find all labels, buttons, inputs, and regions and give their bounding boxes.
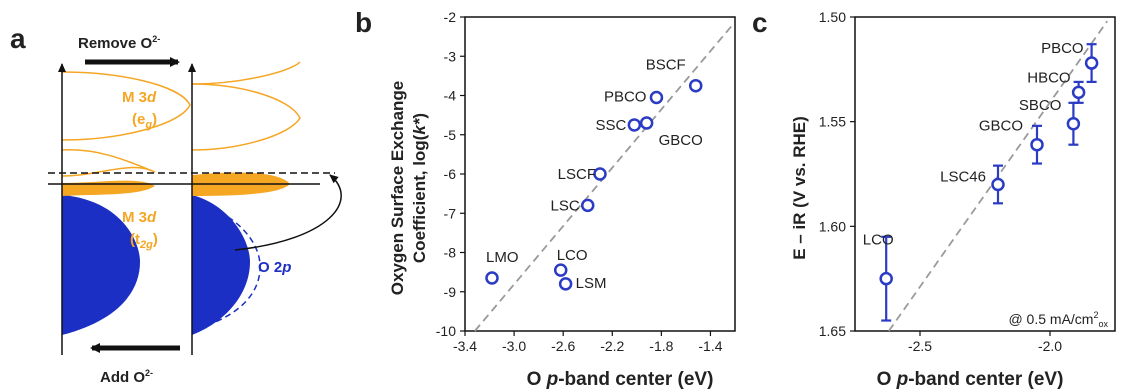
data-point <box>991 177 1005 192</box>
data-point <box>627 118 642 132</box>
point-label: LCO <box>557 247 588 264</box>
y-tick-label: 1.65 <box>819 323 846 339</box>
eg-label-sub: (eg) <box>132 111 157 131</box>
panel-c-xlabel: O p-band center (eV) <box>877 369 1064 390</box>
panel-b-ylabel-line2: Coefficient, log(k*) <box>410 113 429 263</box>
panel-b-ylabel-line1: Oxygen Surface Exchange <box>388 81 407 295</box>
panel-c-letter: c <box>752 7 768 38</box>
o2p-label: O 2p <box>258 259 291 276</box>
data-point <box>1071 85 1086 100</box>
point-label: SSC <box>596 117 627 134</box>
panel-c-annotation: @ 0.5 mA/cm2ox <box>1008 310 1108 329</box>
y-tick-label: -6 <box>444 166 457 182</box>
x-tick-label: -2.2 <box>600 338 624 354</box>
right-eg-tail <box>191 61 301 85</box>
panel-a-letter: a <box>10 23 26 54</box>
data-point <box>649 90 664 105</box>
shift-arrow <box>234 174 342 251</box>
eg-label-top: M 3d <box>122 89 157 106</box>
data-point <box>553 263 568 277</box>
y-tick-label: -8 <box>444 245 457 261</box>
panel-b-letter: b <box>355 7 372 38</box>
y-tick-label: -9 <box>444 284 457 300</box>
x-tick-label: -2.6 <box>551 338 575 354</box>
right-o2p-dashed <box>191 199 261 331</box>
y-tick-label: 1.55 <box>819 114 846 130</box>
point-label: LSC <box>551 197 580 214</box>
x-tick-label: -3.4 <box>453 338 477 354</box>
x-tick-label: -1.8 <box>649 338 673 354</box>
point-label: LMO <box>486 249 519 266</box>
y-tick-label: -4 <box>444 88 457 104</box>
data-point <box>688 78 703 93</box>
data-point <box>593 167 607 181</box>
point-label: LSCF <box>558 166 596 183</box>
point-label: PBCO <box>1041 40 1084 57</box>
panel-c-chart: c E – iR (V vs. RHE) O p-band center (eV… <box>752 7 1116 390</box>
x-tick-label: -3.0 <box>502 338 526 354</box>
point-label: GBCO <box>979 118 1023 135</box>
point-label: PBCO <box>604 88 647 105</box>
left-o2p-band <box>62 195 140 335</box>
y-tick-label: 1.50 <box>819 9 846 25</box>
right-band <box>188 61 301 355</box>
y-tick-label: -10 <box>436 323 456 339</box>
point-label: BSCF <box>646 57 686 74</box>
data-point <box>485 271 499 285</box>
y-tick-label: -3 <box>444 48 457 64</box>
y-tick-label: -7 <box>444 205 457 221</box>
data-point <box>639 116 654 130</box>
add-o-label: Add O2- <box>100 368 153 386</box>
right-o2p-band <box>192 195 250 335</box>
point-label: GBCO <box>659 132 703 149</box>
data-point <box>580 198 595 213</box>
point-label: LSM <box>576 275 607 292</box>
x-tick-label: -1.4 <box>698 338 722 354</box>
panel-b-ylabel: Oxygen Surface Exchange Coefficient, log… <box>388 81 429 295</box>
t2g-label-sub: (t2g) <box>130 231 158 251</box>
remove-o-label: Remove O2- <box>78 34 160 52</box>
point-label: SBCO <box>1019 97 1062 114</box>
panel-b-xlabel: O p-band center (eV) <box>527 369 714 390</box>
y-tick-label: -2 <box>444 9 457 25</box>
data-point <box>1066 117 1081 131</box>
plot-frame <box>854 16 1116 332</box>
t2g-label-top: M 3d <box>122 209 157 226</box>
point-label: LSC46 <box>940 168 986 185</box>
panel-a: a Remove O2- <box>10 23 342 386</box>
data-point <box>558 277 573 291</box>
left-eg-outline <box>61 71 191 141</box>
data-point <box>1084 56 1099 70</box>
point-label: HBCO <box>1027 69 1070 86</box>
panel-c-ylabel: E – iR (V vs. RHE) <box>790 116 809 260</box>
point-label: LCO <box>863 232 894 249</box>
y-tick-label: 1.60 <box>819 218 846 234</box>
right-eg-outline <box>191 83 301 151</box>
x-tick-label: -2.0 <box>1038 338 1062 354</box>
data-point <box>1030 137 1044 152</box>
y-tick-label: -5 <box>444 127 457 143</box>
left-t2g-outline <box>61 149 156 177</box>
panel-b-chart: b Oxygen Surface Exchange Coefficient, l… <box>355 7 736 390</box>
left-t2g-band <box>62 180 155 196</box>
data-point <box>879 271 893 286</box>
x-tick-label: -2.5 <box>908 338 932 354</box>
